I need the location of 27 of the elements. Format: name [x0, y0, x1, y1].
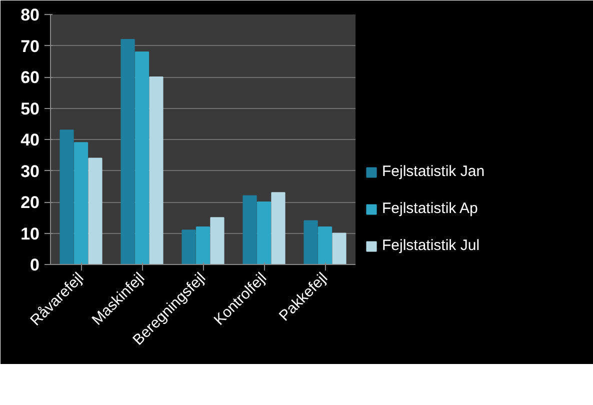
- bar: [182, 230, 196, 264]
- legend-label: Fejlstatistik Jul: [382, 237, 480, 254]
- legend-label: Fejlstatistik Jan: [382, 163, 485, 180]
- legend-label: Fejlstatistik Ap: [382, 200, 478, 217]
- bar: [134, 52, 150, 264]
- bar: [88, 158, 102, 264]
- bar: [196, 226, 210, 264]
- bar: [60, 130, 74, 264]
- y-tick-label: 70: [20, 36, 40, 56]
- bar: [149, 76, 164, 264]
- y-tick-label: 40: [20, 130, 40, 150]
- bar: [332, 232, 346, 264]
- bar: [256, 202, 272, 264]
- y-tick-label: 80: [20, 6, 40, 24]
- bar: [304, 220, 318, 264]
- y-tick-label: 50: [20, 99, 40, 118]
- y-tick-label: 30: [20, 162, 40, 181]
- y-tick-label: 0: [30, 256, 40, 274]
- y-tick-label: 20: [20, 193, 40, 212]
- bar: [271, 192, 286, 264]
- bar: [210, 217, 224, 264]
- y-tick-label: 10: [20, 224, 40, 244]
- bar: [120, 39, 135, 264]
- bar: [74, 142, 88, 264]
- bar: [318, 226, 332, 264]
- y-tick-label: 60: [20, 68, 40, 87]
- bar: [242, 195, 257, 264]
